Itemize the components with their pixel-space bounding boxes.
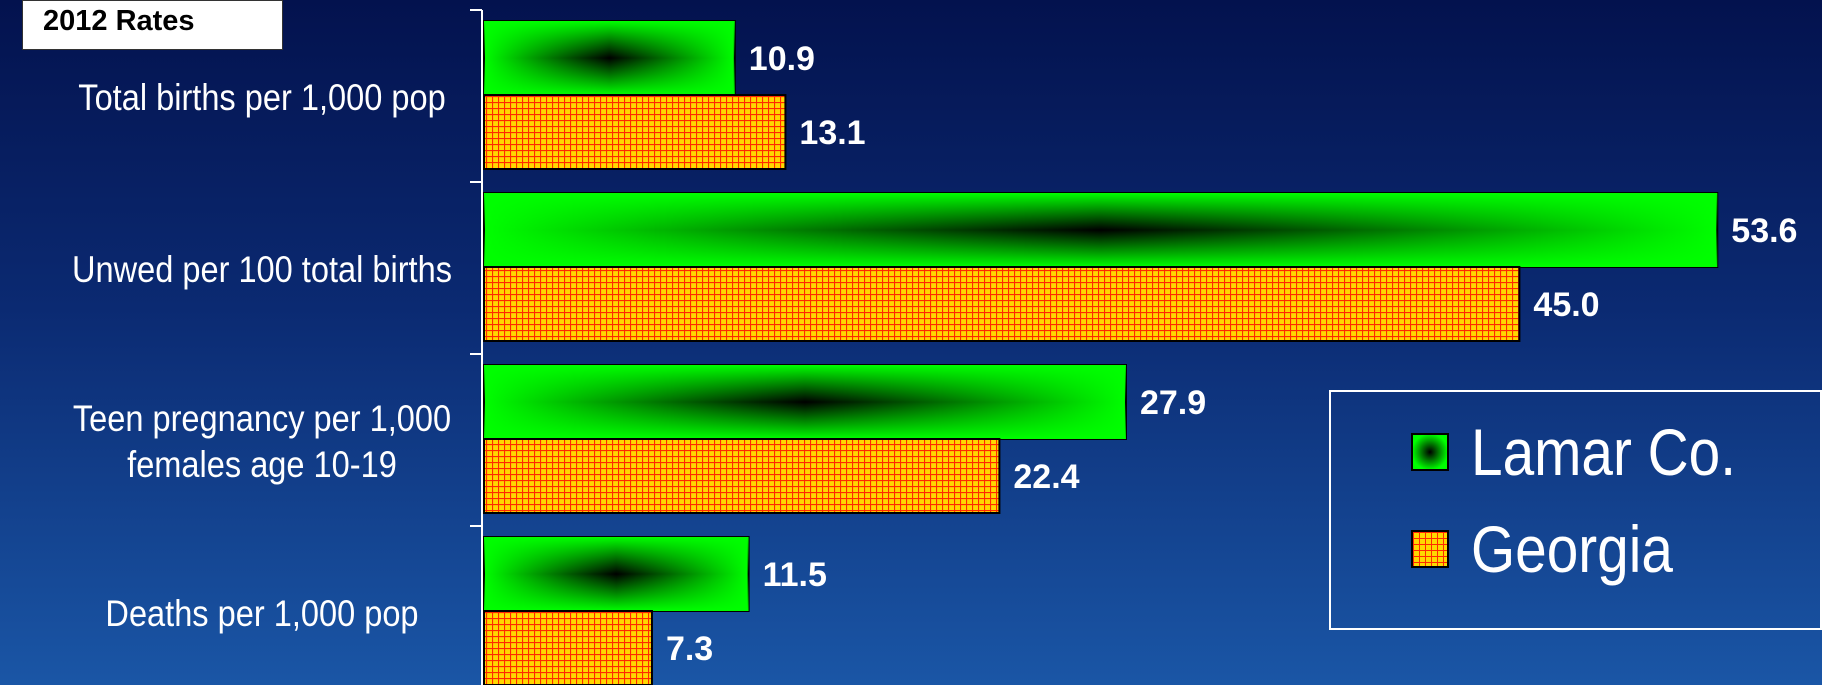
legend-label-georgia: Georgia xyxy=(1471,512,1673,586)
bar-lamar-shade xyxy=(484,537,749,611)
chart-title: 2012 Rates xyxy=(22,0,283,50)
category-label: Deaths per 1,000 pop xyxy=(105,593,418,634)
category-label: Unwed per 100 total births xyxy=(72,249,452,290)
data-label-georgia: 7.3 xyxy=(666,630,713,668)
data-label-georgia: 22.4 xyxy=(1013,458,1079,496)
bar-georgia xyxy=(483,94,787,170)
legend-label-lamar: Lamar Co. xyxy=(1471,415,1736,489)
category-label: Teen pregnancy per 1,000 females age 10-1… xyxy=(73,398,451,485)
bar-georgia xyxy=(483,266,1521,342)
bar-georgia xyxy=(483,438,1001,514)
legend-item-georgia: Georgia xyxy=(1411,509,1706,589)
bar-lamar-shade xyxy=(484,365,1126,439)
data-label-georgia: 13.1 xyxy=(799,114,865,152)
data-label-lamar: 27.9 xyxy=(1140,384,1206,422)
legend-item-lamar: Lamar Co. xyxy=(1411,412,1779,492)
category-label: Total births per 1,000 pop xyxy=(78,77,445,118)
bar-georgia xyxy=(483,610,653,685)
legend: Lamar Co. Georgia xyxy=(1329,390,1822,630)
data-label-lamar: 10.9 xyxy=(749,40,815,78)
bar-lamar-shade xyxy=(484,193,1718,267)
data-label-lamar: 11.5 xyxy=(763,556,827,594)
bar-lamar-shade xyxy=(484,21,735,95)
data-label-lamar: 53.6 xyxy=(1731,212,1797,250)
data-label-georgia: 45.0 xyxy=(1533,286,1599,324)
legend-swatch-georgia xyxy=(1411,530,1449,568)
legend-swatch-lamar xyxy=(1411,433,1449,471)
